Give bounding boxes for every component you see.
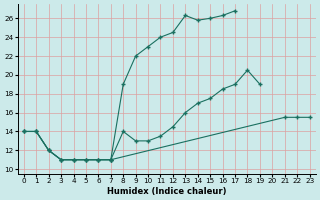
X-axis label: Humidex (Indice chaleur): Humidex (Indice chaleur) — [107, 187, 227, 196]
